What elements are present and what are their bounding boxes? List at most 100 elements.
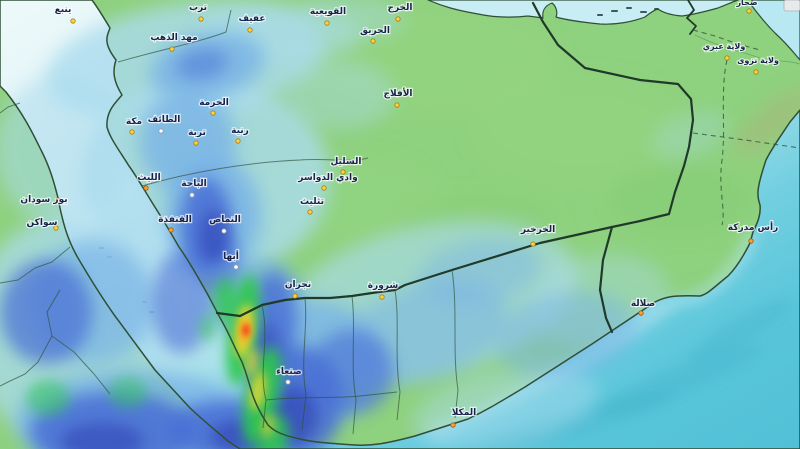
city-label: ترب: [189, 3, 207, 13]
rain-cell-l3: [310, 330, 394, 414]
africa-border-2: [0, 289, 61, 387]
city-marker: نجران: [284, 279, 312, 299]
oman-terrain-line: [694, 34, 800, 65]
city-marker: الحريق: [359, 25, 391, 44]
city-marker: المكلا: [450, 407, 477, 428]
yemen-internal-2: [301, 297, 307, 431]
border-yemen-oman: [598, 225, 614, 334]
city-marker: ينبع: [53, 4, 76, 24]
city-dot: [753, 69, 759, 75]
saudi-region-line-1: [141, 157, 369, 187]
city-dot: [292, 293, 298, 299]
city-marker: القنفذة: [157, 214, 193, 233]
city-label: الليث: [137, 173, 160, 183]
rain-cell-g: [108, 376, 148, 408]
rain-cell-g: [215, 278, 237, 322]
city-dot: [158, 128, 164, 134]
city-dot: [221, 228, 227, 234]
border-musandam: [686, 0, 697, 35]
city-marker: تثليث: [299, 196, 325, 215]
city-label: الباحة: [181, 179, 206, 189]
rain-cell-l2: [493, 291, 637, 379]
city-label: مهد الذهب: [150, 33, 197, 43]
rain-cell-yl: [245, 348, 259, 376]
city-marker: صحار: [734, 0, 759, 14]
city-dot: [247, 27, 253, 33]
city-dot: [169, 46, 175, 52]
city-label: ولاية نزوى: [737, 56, 779, 65]
precipitation-layer: [0, 0, 729, 449]
rain-cell-l1: [295, 0, 405, 40]
city-dot: [748, 238, 754, 244]
city-label: الطائف: [148, 115, 181, 125]
rain-cell-rd: [242, 324, 250, 336]
border-oman-internal-v: [720, 59, 728, 226]
city-dot: [189, 192, 195, 198]
city-marker: وادي الدواسر: [296, 172, 359, 191]
rain-cell-l4: [199, 210, 229, 262]
city-marker: الأفلاج: [382, 86, 414, 108]
city-dot: [321, 185, 327, 191]
city-marker: صلالة: [630, 298, 656, 316]
city-label: مكة: [126, 117, 142, 127]
city-dot: [285, 379, 291, 385]
city-marker: ترب: [188, 2, 208, 22]
city-dot: [53, 225, 59, 231]
city-marker: عفيف: [237, 13, 267, 33]
city-dot: [198, 16, 204, 22]
yemen-internal-5: [265, 391, 398, 401]
city-marker: بور سودان: [19, 194, 69, 206]
africa-border-3: [51, 335, 111, 395]
city-label: شرورة: [368, 281, 399, 291]
city-dot: [724, 55, 730, 61]
city-dot: [233, 264, 239, 270]
yemen-internal-6: [451, 269, 459, 419]
city-dot: [379, 294, 385, 300]
border-saudi-yemen: [215, 225, 614, 318]
city-marker: الخرخير: [519, 224, 556, 247]
city-label: صلالة: [631, 299, 655, 309]
city-dot: [340, 169, 346, 175]
city-marker: الخرمة: [198, 97, 230, 116]
city-marker: الخرج: [386, 2, 414, 22]
city-marker: مكة: [125, 116, 143, 135]
city-marker: الليث: [136, 172, 162, 191]
city-label: المكلا: [452, 408, 477, 418]
city-dot: [395, 16, 401, 22]
city-marker: النماص: [208, 214, 242, 234]
city-label: ولاية عبري: [703, 42, 746, 51]
city-dot: [193, 140, 199, 146]
city-label: ينبع: [55, 5, 72, 15]
city-dot: [394, 102, 400, 108]
city-marker: السليل: [329, 156, 363, 175]
city-marker: شرورة: [367, 280, 400, 300]
city-label: صنعاء: [276, 367, 301, 377]
city-dot: [307, 209, 313, 215]
rain-cell-l3: [0, 260, 92, 364]
city-label: الحريق: [360, 26, 390, 36]
yemen-internal-1: [261, 304, 267, 429]
city-layer: ينبع ترب مهد الذهب عفيف القويعية الخرج الحريق ا…: [19, 0, 780, 428]
city-marker: رنية: [230, 125, 250, 144]
africa-border-4: [0, 102, 21, 114]
city-label: القويعية: [310, 7, 346, 17]
city-label: تربة: [188, 128, 206, 138]
city-label: تثليث: [300, 197, 324, 207]
saudi-region-line-2: [117, 9, 232, 63]
city-label: الخرمة: [199, 98, 229, 108]
city-marker: رأس مدركة: [727, 220, 779, 244]
rain-cell-l1: [285, 60, 395, 130]
border-layer: [0, 0, 800, 435]
rain-cell-l4: [60, 423, 144, 449]
city-marker: أبها: [222, 249, 240, 270]
city-marker: ولاية نزوى: [736, 55, 780, 75]
city-marker: مهد الذهب: [149, 32, 199, 52]
city-marker: ولاية عبري: [701, 41, 747, 61]
city-dot: [55, 197, 61, 203]
city-label: الخرج: [387, 3, 412, 13]
city-dot: [168, 227, 174, 233]
city-marker: الطائف: [146, 114, 182, 134]
city-label: بور سودان: [20, 195, 67, 205]
rain-cell-l3: [176, 48, 228, 80]
